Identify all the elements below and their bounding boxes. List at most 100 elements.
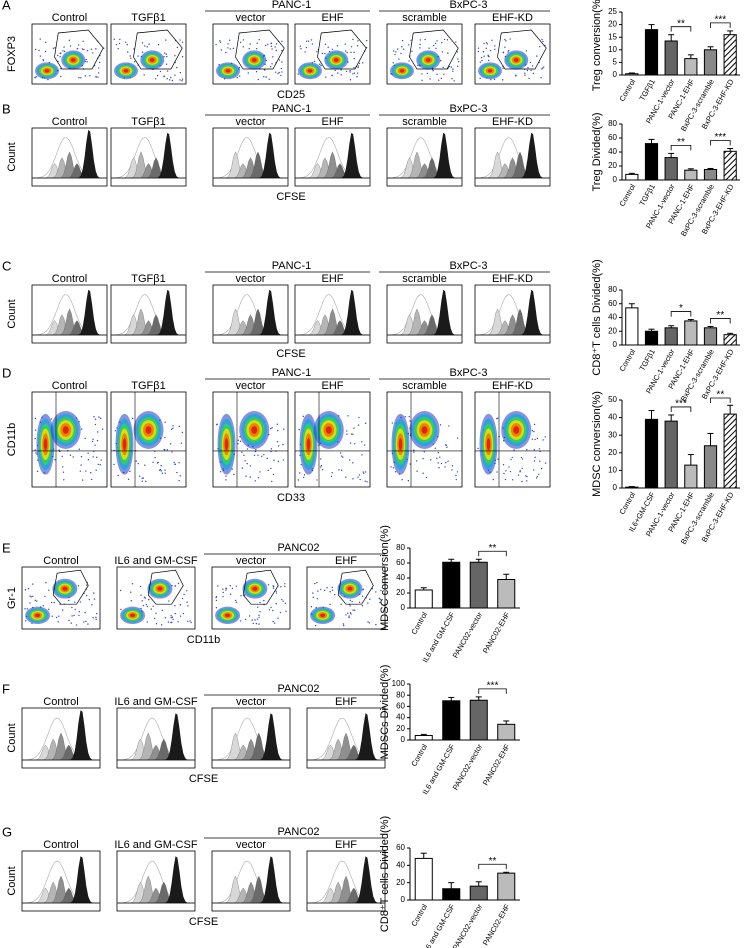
event-dot — [84, 75, 87, 77]
flow-plot — [386, 127, 463, 187]
density-contour — [145, 426, 152, 434]
event-dot — [135, 460, 137, 462]
event-dot — [39, 55, 42, 57]
event-dot — [159, 468, 162, 471]
event-dot — [58, 615, 60, 617]
plot-label: EHF — [322, 273, 344, 285]
plot-label: Control — [52, 12, 87, 24]
event-dot — [541, 68, 543, 70]
event-dot — [53, 601, 55, 604]
event-dot — [503, 472, 505, 475]
event-dot — [233, 473, 235, 476]
event-dot — [479, 77, 481, 80]
event-dot — [92, 617, 94, 619]
event-dot — [228, 39, 231, 41]
flow-plot — [474, 284, 551, 344]
event-dot — [524, 72, 526, 74]
flow-plot — [116, 566, 196, 630]
event-dot — [281, 40, 283, 43]
event-dot — [87, 452, 89, 454]
event-dot — [483, 42, 485, 45]
y-axis-label: CD8⁺T cells Divided(%) — [591, 259, 603, 375]
event-dot — [165, 63, 168, 65]
event-dot — [244, 460, 246, 462]
event-dot — [534, 438, 536, 441]
event-dot — [432, 44, 435, 47]
density-contour — [225, 613, 231, 618]
event-dot — [492, 478, 494, 481]
event-dot — [62, 471, 65, 473]
event-dot — [50, 601, 53, 604]
event-dot — [307, 40, 310, 42]
event-dot — [496, 471, 498, 473]
flow-plot — [474, 391, 551, 488]
bar — [723, 34, 737, 76]
event-dot — [479, 61, 482, 63]
event-dot — [342, 456, 344, 458]
event-dot — [32, 583, 34, 585]
event-dot — [167, 621, 170, 623]
event-dot — [32, 595, 34, 598]
event-dot — [34, 449, 36, 451]
gate — [147, 569, 184, 605]
event-dot — [34, 429, 37, 431]
x-tick-label: Control — [617, 347, 637, 373]
plot-label: EHF-KD — [492, 380, 533, 392]
event-dot — [437, 462, 439, 464]
density-contour — [398, 438, 403, 451]
event-dot — [97, 67, 100, 69]
event-dot — [316, 597, 319, 600]
event-dot — [361, 454, 363, 456]
plot-label: EHF — [335, 555, 357, 567]
event-dot — [272, 587, 275, 589]
event-dot — [164, 52, 166, 54]
event-dot — [190, 621, 192, 624]
event-dot — [349, 71, 351, 73]
event-dot — [246, 463, 248, 465]
event-dot — [215, 596, 218, 598]
event-dot — [352, 38, 354, 41]
event-dot — [97, 431, 99, 433]
event-dot — [58, 449, 60, 451]
event-dot — [271, 63, 273, 65]
panel-letter: D — [2, 365, 11, 380]
event-dot — [252, 622, 254, 625]
event-dot — [255, 449, 257, 451]
event-dot — [117, 474, 119, 477]
event-dot — [504, 478, 507, 481]
group-label: BxPC-3 — [450, 260, 488, 272]
event-dot — [138, 475, 141, 477]
event-dot — [341, 455, 343, 457]
event-dot — [68, 619, 70, 622]
density-contour — [306, 438, 311, 451]
event-dot — [425, 476, 428, 479]
bar — [414, 735, 433, 741]
event-dot — [258, 38, 260, 41]
plot-label: IL6 and GM-CSF — [114, 555, 197, 567]
event-dot — [534, 456, 536, 459]
flow-plot — [212, 127, 289, 187]
event-dot — [255, 70, 258, 73]
event-dot — [526, 475, 528, 478]
event-dot — [272, 609, 274, 612]
bar — [703, 327, 718, 346]
event-dot — [357, 72, 359, 74]
event-dot — [219, 470, 222, 473]
event-dot — [331, 74, 333, 77]
event-dot — [408, 60, 410, 62]
y-tick-label: 20 — [608, 448, 617, 457]
event-dot — [416, 470, 418, 472]
event-dot — [456, 471, 459, 473]
density-contour — [35, 613, 41, 618]
panel-letter: A — [2, 0, 11, 12]
significance-bracket — [670, 26, 692, 32]
event-dot — [161, 472, 164, 474]
event-dot — [117, 47, 119, 50]
gate — [235, 29, 285, 70]
event-dot — [45, 582, 47, 584]
significance-bracket — [710, 140, 731, 146]
event-dot — [442, 66, 444, 69]
event-dot — [528, 77, 530, 80]
y-tick-label: 5 — [613, 58, 618, 67]
event-dot — [314, 582, 316, 585]
